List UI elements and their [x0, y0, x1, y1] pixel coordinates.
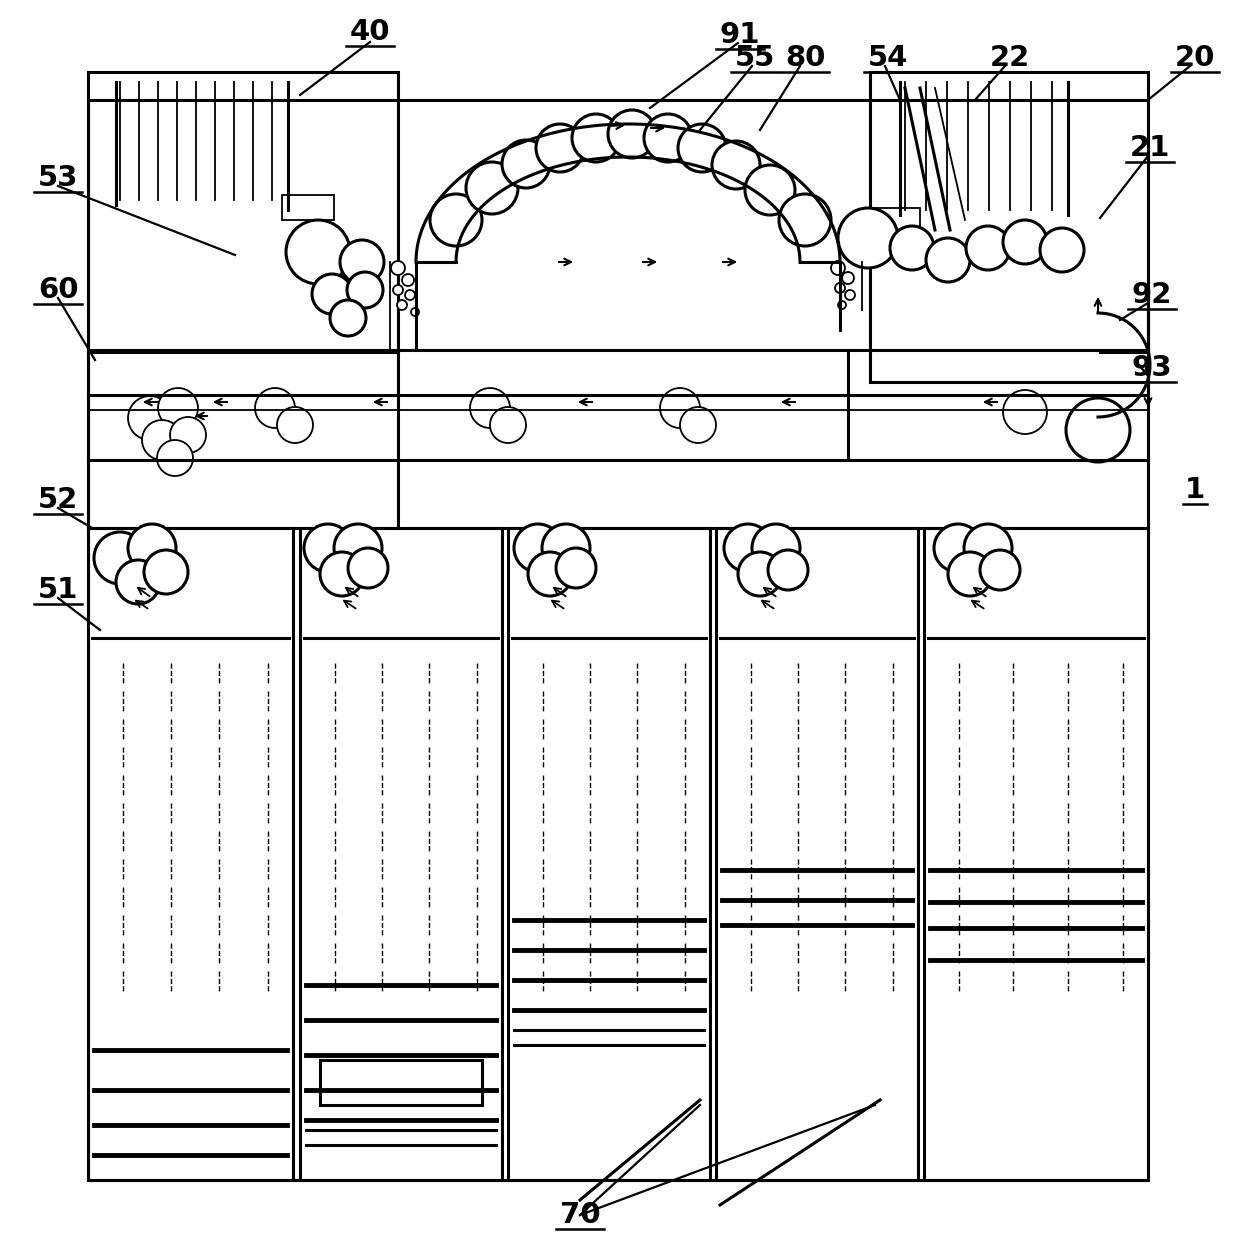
Circle shape — [128, 396, 172, 440]
Bar — [320, 1060, 482, 1105]
Circle shape — [286, 220, 350, 284]
Circle shape — [157, 388, 198, 428]
Bar — [281, 195, 334, 220]
Bar — [715, 528, 918, 1180]
Bar — [88, 528, 293, 1180]
Circle shape — [608, 110, 656, 159]
Circle shape — [528, 552, 572, 596]
Circle shape — [490, 407, 526, 443]
Circle shape — [680, 407, 715, 443]
Bar — [88, 350, 1148, 528]
Circle shape — [117, 560, 160, 605]
Circle shape — [157, 440, 193, 476]
Text: 93: 93 — [1132, 353, 1172, 382]
Circle shape — [94, 532, 146, 585]
Circle shape — [678, 124, 725, 172]
Circle shape — [1003, 220, 1047, 264]
Bar — [300, 528, 502, 1180]
Text: 55: 55 — [735, 44, 775, 72]
Bar — [508, 528, 711, 1180]
Circle shape — [347, 272, 383, 309]
Circle shape — [844, 290, 856, 300]
Circle shape — [277, 407, 312, 443]
Bar — [924, 528, 1148, 1180]
Circle shape — [745, 165, 795, 215]
Bar — [870, 72, 1148, 382]
Circle shape — [1003, 390, 1047, 433]
Circle shape — [712, 141, 760, 189]
Text: 54: 54 — [868, 44, 908, 72]
Circle shape — [405, 290, 415, 300]
Circle shape — [430, 194, 482, 246]
Circle shape — [542, 525, 590, 572]
Circle shape — [838, 301, 846, 309]
Circle shape — [926, 239, 970, 282]
Circle shape — [890, 226, 934, 270]
Circle shape — [831, 261, 844, 275]
Circle shape — [644, 114, 692, 162]
Circle shape — [724, 525, 773, 572]
Text: 21: 21 — [1130, 134, 1171, 162]
Circle shape — [1066, 398, 1130, 462]
Circle shape — [660, 388, 701, 428]
Circle shape — [502, 140, 551, 189]
Circle shape — [738, 552, 782, 596]
Text: 91: 91 — [719, 21, 760, 49]
Text: 52: 52 — [38, 486, 78, 515]
Circle shape — [466, 162, 518, 214]
Circle shape — [768, 550, 808, 590]
Circle shape — [934, 525, 982, 572]
Circle shape — [949, 552, 992, 596]
Text: 20: 20 — [1174, 44, 1215, 72]
Circle shape — [304, 525, 352, 572]
Bar — [868, 209, 920, 230]
Circle shape — [340, 240, 384, 284]
Circle shape — [128, 525, 176, 572]
Text: 1: 1 — [1185, 476, 1205, 505]
Text: 80: 80 — [785, 44, 825, 72]
Circle shape — [397, 300, 407, 310]
Circle shape — [348, 548, 388, 588]
Text: 51: 51 — [37, 576, 78, 605]
Circle shape — [312, 274, 352, 313]
Text: 22: 22 — [990, 44, 1030, 72]
Circle shape — [556, 548, 596, 588]
Circle shape — [470, 388, 510, 428]
Circle shape — [391, 261, 405, 275]
Circle shape — [835, 284, 844, 294]
Circle shape — [966, 226, 1011, 270]
Circle shape — [320, 552, 365, 596]
Circle shape — [980, 550, 1021, 590]
Circle shape — [334, 525, 382, 572]
Text: 92: 92 — [1132, 281, 1172, 309]
Circle shape — [330, 300, 366, 336]
Circle shape — [1040, 229, 1084, 272]
Circle shape — [751, 525, 800, 572]
Bar — [88, 72, 398, 352]
Circle shape — [842, 272, 854, 284]
Circle shape — [515, 525, 562, 572]
Circle shape — [170, 417, 206, 453]
Circle shape — [410, 309, 419, 316]
Circle shape — [779, 194, 831, 246]
Circle shape — [393, 285, 403, 295]
Circle shape — [572, 114, 620, 162]
Circle shape — [143, 420, 182, 460]
Circle shape — [255, 388, 295, 428]
Circle shape — [402, 274, 414, 286]
Bar — [88, 100, 1148, 1180]
Text: 70: 70 — [559, 1202, 600, 1229]
Circle shape — [963, 525, 1012, 572]
Circle shape — [536, 124, 584, 172]
Text: 53: 53 — [37, 164, 78, 192]
Text: 40: 40 — [350, 17, 391, 46]
Text: 60: 60 — [37, 276, 78, 304]
Circle shape — [144, 550, 188, 595]
Circle shape — [838, 209, 898, 269]
